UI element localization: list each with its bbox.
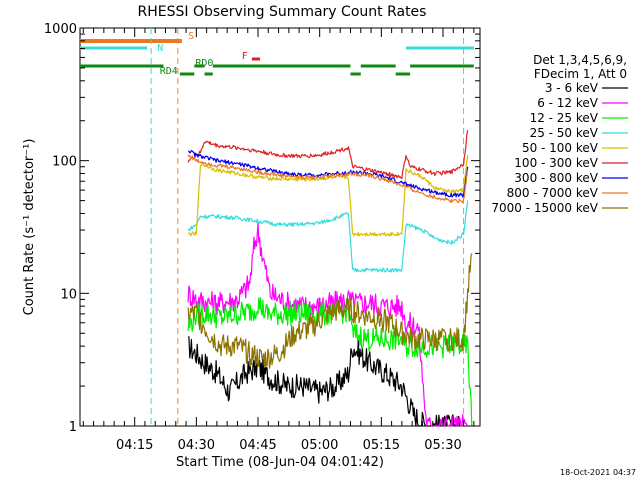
legend-label: 300 - 800 keV [514,171,598,185]
x-tick-label: 05:15 [363,438,400,453]
vertical-markers [150,28,465,426]
state-label-s: S [188,31,194,42]
y-tick-label: 1 [69,420,77,435]
state-label-rd0: RD0 [195,58,213,69]
y-axis: 1 10 100 1000 [44,22,480,435]
series-line-4 [187,155,469,237]
legend-label: 100 - 300 keV [514,156,598,170]
generation-timestamp: 18-Oct-2021 04:37 [560,468,636,477]
series-line-5 [187,129,469,180]
legend-label: 6 - 12 keV [537,96,599,110]
x-tick-label: 04:45 [239,438,276,453]
legend-label: 7000 - 15000 keV [491,201,598,215]
series-line-7 [187,154,469,204]
y-tick-label: 10 [60,287,77,302]
plot-frame [79,27,481,427]
state-label-rd4: RD4 [160,66,178,77]
y-tick-label: 100 [52,155,77,170]
legend-header-line1: Det 1,3,4,5,6,9, [533,53,627,67]
series-line-0 [188,336,460,427]
y-axis-label: Count Rate (s⁻¹ detector⁻¹) [22,139,37,316]
legend-label: 12 - 25 keV [530,111,599,125]
x-tick-label: 04:30 [178,438,215,453]
state-label-f: F [242,51,248,62]
series-line-8 [187,253,473,369]
state-label-n: N [157,43,163,54]
y-tick-label: 1000 [44,22,77,37]
legend-label: 800 - 7000 keV [507,186,599,200]
legend-label: 25 - 50 keV [530,126,599,140]
legend-label: 50 - 100 keV [522,141,599,155]
x-tick-label: 05:30 [424,438,461,453]
x-axis-label: Start Time (08-Jun-04 04:01:42) [176,455,384,470]
series-line-3 [187,200,469,273]
x-axis: 04:15 04:30 04:45 05:00 05:15 05:30 [82,28,475,453]
data-series [187,129,473,427]
legend-header-line2: FDecim 1, Att 0 [534,67,627,81]
x-tick-label: 05:00 [301,438,338,453]
legend: Det 1,3,4,5,6,9, FDecim 1, Att 0 3 - 6 k… [491,53,628,215]
state-bars: S N F RD0 RD4 [80,31,474,77]
x-tick-label: 04:15 [116,438,153,453]
chart-title: RHESSI Observing Summary Count Rates [138,4,427,20]
series-line-6 [187,149,469,198]
legend-label: 3 - 6 keV [545,81,599,95]
